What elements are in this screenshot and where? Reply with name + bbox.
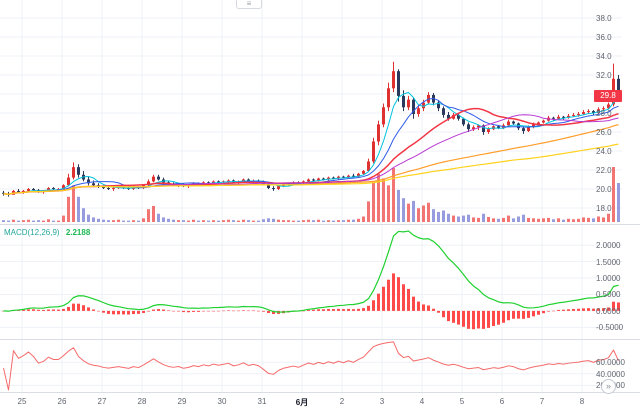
time-tick-label: 7	[539, 397, 545, 406]
macd-indicator-value: 2.2188	[65, 228, 91, 237]
macd-legend[interactable]: MACD(12,26,9) 2.2188	[4, 228, 90, 237]
time-tick-label: 31	[257, 397, 267, 406]
double-chevron-right-icon: »	[605, 381, 611, 391]
time-tick-label: 26	[57, 397, 67, 406]
time-tick-label: 25	[17, 397, 27, 406]
macd-indicator-label: MACD(12,26,9)	[4, 228, 60, 237]
time-axis[interactable]: 25 26 27 28 29 30 31 6月 2 3 4 5 6 7 8	[0, 392, 640, 412]
time-tick-label: 2	[339, 397, 345, 406]
time-tick-label: 29	[177, 397, 187, 406]
time-tick-label: 5	[459, 397, 465, 406]
time-tick-label: 6	[499, 397, 505, 406]
time-tick-label: 27	[97, 397, 107, 406]
pane-handle-button[interactable]: ≡	[236, 0, 262, 9]
time-tick-label: 3	[379, 397, 385, 406]
time-tick-label: 30	[217, 397, 227, 406]
scroll-to-latest-button[interactable]: »	[601, 379, 616, 394]
last-price-badge: 29.8	[594, 90, 622, 102]
time-tick-label: 8	[579, 397, 585, 406]
time-tick-label: 4	[419, 397, 425, 406]
time-tick-label: 28	[137, 397, 147, 406]
time-tick-label: 6月	[295, 398, 309, 407]
menu-icon: ≡	[246, 0, 252, 8]
